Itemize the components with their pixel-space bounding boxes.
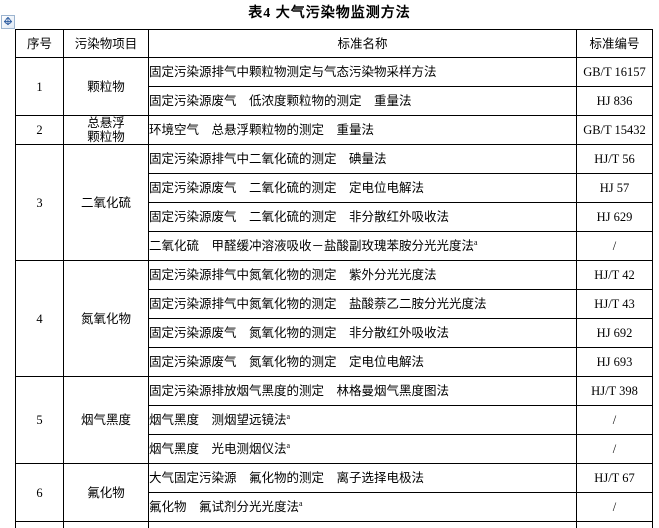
table-row: 3 二氧化硫 固定污染源排气中二氧化硫的测定 碘量法 HJ/T 56 <box>15 144 653 261</box>
table-row: 1 颗粒物 固定污染源排气中颗粒物测定与气态污染物采样方法 GB/T 16157 <box>15 57 653 116</box>
standard-code-cell: HJ 692 <box>576 318 653 348</box>
clipped-cell <box>148 521 577 528</box>
clipped-cell <box>15 521 64 528</box>
table-caption: 表4 大气污染物监测方法 <box>248 6 411 21</box>
table-row: 烟气黑度 光电测烟仪法a / <box>16 434 653 464</box>
standard-code-cell: / <box>576 405 653 435</box>
table-row: 固定污染源废气 低浓度颗粒物的测定 重量法 HJ 836 <box>16 86 653 116</box>
move-cross-horizontal-icon: ↔ <box>3 15 13 28</box>
row-number-cell: 4 <box>15 260 64 377</box>
clipped-cell <box>576 521 653 528</box>
row-number-cell: 6 <box>15 463 64 522</box>
standard-name-cell: 大气固定污染源 氟化物的测定 离子选择电极法 <box>148 463 577 493</box>
row-number-cell: 2 <box>15 115 64 145</box>
pollutant-cell: 二氧化硫 <box>63 144 149 261</box>
air-pollutant-monitoring-table: 序号 污染物项目 标准名称 标准编号 1 颗粒物 固定污染源排气中颗粒物测定与气态污… <box>15 29 653 528</box>
row-number-cell: 1 <box>15 57 64 116</box>
standard-name-cell: 固定污染源排放烟气黑度的测定 林格曼烟气黑度图法 <box>148 376 577 406</box>
standard-code-cell: HJ 57 <box>576 173 653 203</box>
table-row: 4 氮氧化物 固定污染源排气中氮氧化物的测定 紫外分光光度法 HJ/T 42 <box>15 260 653 377</box>
standard-name-cell: 氟化物 氟试剂分光光度法a <box>148 492 577 522</box>
monitoring-table-body: 1 颗粒物 固定污染源排气中颗粒物测定与气态污染物采样方法 GB/T 16157 固定污… <box>15 57 653 528</box>
standard-code-cell: GB/T 15432 <box>576 115 653 145</box>
footnote-marker: a <box>299 498 303 508</box>
standard-code-cell: HJ/T 56 <box>576 144 653 174</box>
table-row-clipped <box>15 521 653 528</box>
move-cross-vertical-icon: ↕ <box>3 15 13 28</box>
footnote-marker: a <box>286 411 291 421</box>
standard-code-cell: HJ/T 67 <box>576 463 653 493</box>
header-cell-standard-name: 标准名称 <box>148 29 577 58</box>
standard-name-cell: 固定污染源排气中氮氧化物的测定 盐酸萘乙二胺分光光度法 <box>148 289 577 319</box>
standard-name-cell: 烟气黑度 测烟望远镜法a <box>148 405 577 435</box>
standard-code-cell: / <box>576 434 653 464</box>
row-number-cell: 3 <box>15 144 64 261</box>
standard-code-cell: HJ/T 398 <box>576 376 653 406</box>
standard-name-cell: 固定污染源排气中氮氧化物的测定 紫外分光光度法 <box>148 260 577 290</box>
standard-code-cell: HJ 693 <box>576 347 653 377</box>
table-row: 5 烟气黑度 固定污染源排放烟气黑度的测定 林格曼烟气黑度图法 HJ/T 398 <box>15 376 653 464</box>
standard-code-cell: GB/T 16157 <box>576 57 653 87</box>
clipped-cell <box>63 521 149 528</box>
standard-code-cell: / <box>576 231 653 261</box>
table-header-row: 序号 污染物项目 标准名称 标准编号 <box>15 29 653 58</box>
table-row: 二氧化硫 甲醛缓冲溶液吸收－盐酸副玫瑰苯胺分光光度法a / <box>16 231 653 261</box>
standard-name-cell: 烟气黑度 光电测烟仪法a <box>148 434 577 464</box>
footnote-marker: a <box>286 440 291 450</box>
table-row: 固定污染源废气 二氧化硫的测定 非分散红外吸收法 HJ 629 <box>16 202 653 232</box>
standard-name-cell: 固定污染源废气 低浓度颗粒物的测定 重量法 <box>148 86 577 116</box>
standard-code-cell: HJ 836 <box>576 86 653 116</box>
standard-code-cell: / <box>576 492 653 522</box>
header-cell-pollutant: 污染物项目 <box>63 29 149 58</box>
standard-name-cell: 固定污染源废气 氮氧化物的测定 定电位电解法 <box>148 347 577 377</box>
footnote-marker: a <box>474 237 478 247</box>
table-row: 氟化物 氟试剂分光光度法a / <box>16 492 653 522</box>
standard-name-cell: 固定污染源废气 氮氧化物的测定 非分散红外吸收法 <box>148 318 577 348</box>
row-number-cell: 5 <box>15 376 64 464</box>
standard-name-cell: 二氧化硫 甲醛缓冲溶液吸收－盐酸副玫瑰苯胺分光光度法a <box>148 231 577 261</box>
table-row: 固定污染源废气 二氧化硫的测定 定电位电解法 HJ 57 <box>16 173 653 203</box>
standard-code-cell: HJ 629 <box>576 202 653 232</box>
table-move-handle-icon[interactable]: ↔ ↕ <box>1 15 15 29</box>
header-cell-standard-code: 标准编号 <box>576 29 653 58</box>
standard-name-cell: 固定污染源废气 二氧化硫的测定 非分散红外吸收法 <box>148 202 577 232</box>
standard-code-cell: HJ/T 42 <box>576 260 653 290</box>
pollutant-cell: 烟气黑度 <box>63 376 149 464</box>
table-row: 2 总悬浮 颗粒物 环境空气 总悬浮颗粒物的测定 重量法 GB/T 15432 <box>15 115 653 145</box>
pollutant-cell: 氮氧化物 <box>63 260 149 377</box>
table-row: 固定污染源排气中氮氧化物的测定 盐酸萘乙二胺分光光度法 HJ/T 43 <box>16 289 653 319</box>
standard-name-cell: 固定污染源排气中颗粒物测定与气态污染物采样方法 <box>148 57 577 87</box>
pollutant-cell: 总悬浮 颗粒物 <box>63 115 149 145</box>
pollutant-cell: 氟化物 <box>63 463 149 522</box>
standard-name-cell: 固定污染源废气 二氧化硫的测定 定电位电解法 <box>148 173 577 203</box>
table-row: 6 氟化物 大气固定污染源 氟化物的测定 离子选择电极法 HJ/T 67 <box>15 463 653 522</box>
standard-name-cell: 环境空气 总悬浮颗粒物的测定 重量法 <box>148 115 577 145</box>
header-cell-number: 序号 <box>15 29 64 58</box>
standard-code-cell: HJ/T 43 <box>576 289 653 319</box>
standard-name-cell: 固定污染源排气中二氧化硫的测定 碘量法 <box>148 144 577 174</box>
pollutant-cell: 颗粒物 <box>63 57 149 116</box>
